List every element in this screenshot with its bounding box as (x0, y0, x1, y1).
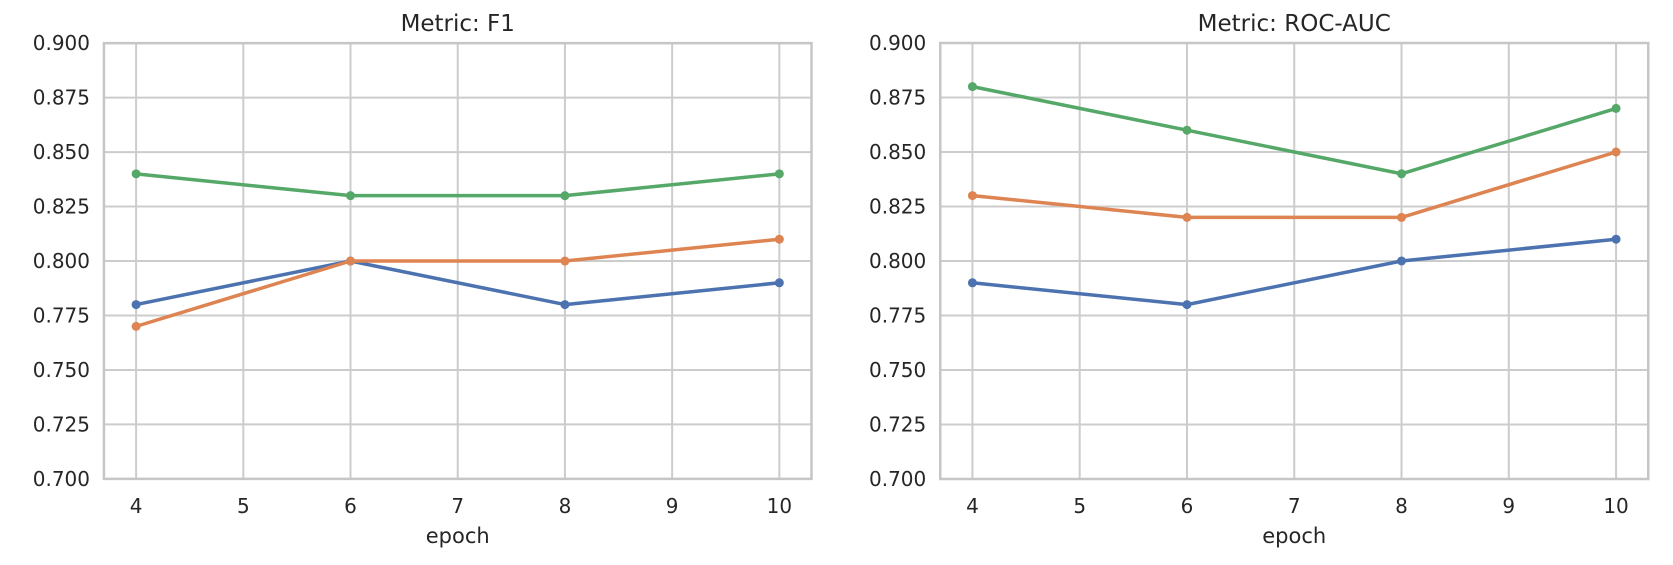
y-tick-label: 0.850 (33, 140, 90, 164)
data-point-marker-orange-line (1611, 147, 1621, 157)
chart-f1: 0.700 0.725 0.750 0.775 0.800 0.825 0.850 0.875… (33, 11, 813, 548)
y-tick-label: 0.825 (33, 195, 90, 219)
y-tick-label: 0.800 (33, 249, 90, 273)
data-point-marker-orange-line (967, 191, 977, 201)
y-tick-label: 0.700 (33, 467, 90, 491)
x-tick-label: 6 (1181, 494, 1194, 518)
y-tick-label: 0.850 (869, 140, 926, 164)
data-point-marker-green-line (346, 191, 356, 201)
y-tick-label: 0.725 (869, 413, 926, 437)
y-tick-label: 0.800 (869, 249, 926, 273)
y-tick-label: 0.775 (869, 304, 926, 328)
series-orange-line (134, 237, 782, 329)
subplot-roc-auc: 0.700 0.725 0.750 0.775 0.800 0.825 0.850 0.875… (836, 0, 1672, 565)
data-point-marker-green-line (1397, 169, 1407, 179)
data-point-marker-blue-line (774, 278, 784, 288)
y-tick-label: 0.725 (33, 412, 90, 436)
x-tick-label: 9 (666, 494, 679, 518)
y-tick-label: 0.875 (33, 86, 90, 110)
data-point-marker-orange-line (560, 256, 570, 266)
series-green-line (134, 172, 782, 198)
data-point-marker-blue-line (1182, 300, 1192, 310)
x-axis-label: epoch (1262, 524, 1326, 548)
data-point-marker-green-line (1182, 125, 1192, 135)
data-point-marker-green-line (560, 191, 570, 201)
x-tick-label: 10 (767, 494, 792, 518)
series-blue-line (970, 237, 1618, 307)
data-point-marker-green-line (967, 82, 977, 92)
y-tick-label: 0.750 (33, 358, 90, 382)
y-tick-label: 0.825 (869, 195, 926, 219)
x-axis-label: epoch (426, 524, 490, 548)
data-point-marker-orange-line (346, 256, 356, 266)
plot-title: Metric: F1 (401, 11, 515, 37)
y-tick-label: 0.900 (33, 31, 90, 55)
chart-roc-auc: 0.700 0.725 0.750 0.775 0.800 0.825 0.850 0.875… (869, 11, 1650, 548)
plot-border (939, 41, 1650, 481)
x-tick-label: 7 (1288, 494, 1301, 518)
series-blue-line (134, 259, 782, 307)
x-tick-label: 4 (966, 494, 979, 518)
data-point-marker-orange-line (1182, 212, 1192, 222)
x-tick-label: 8 (559, 494, 572, 518)
series-orange-line (970, 150, 1618, 220)
x-tick-label: 4 (130, 494, 143, 518)
x-tick-label: 6 (344, 494, 357, 518)
x-tick-label: 10 (1603, 494, 1628, 518)
data-point-marker-green-line (131, 169, 141, 179)
x-tick-label: 5 (1073, 494, 1086, 518)
x-tick-label: 5 (237, 494, 250, 518)
x-tick-label: 7 (451, 494, 464, 518)
y-tick-label: 0.900 (869, 31, 926, 55)
data-point-marker-blue-line (560, 300, 570, 310)
data-point-marker-orange-line (131, 321, 141, 331)
series-green-line (970, 84, 1618, 176)
x-tick-label: 8 (1395, 494, 1408, 518)
y-tick-label: 0.700 (869, 467, 926, 491)
x-tick-label: 9 (1502, 494, 1515, 518)
data-point-marker-blue-line (1611, 234, 1621, 244)
data-point-marker-blue-line (1397, 256, 1407, 266)
data-point-marker-green-line (1611, 103, 1621, 113)
y-tick-label: 0.875 (869, 86, 926, 110)
plot-border (102, 41, 813, 481)
data-point-marker-blue-line (131, 300, 141, 310)
plot-title: Metric: ROC-AUC (1198, 11, 1391, 37)
data-point-marker-orange-line (1397, 212, 1407, 222)
y-tick-label: 0.750 (869, 358, 926, 382)
subplot-f1: 0.700 0.725 0.750 0.775 0.800 0.825 0.850 0.875… (0, 0, 836, 565)
data-point-marker-blue-line (967, 278, 977, 288)
data-point-marker-orange-line (774, 234, 784, 244)
data-point-marker-green-line (774, 169, 784, 179)
y-tick-label: 0.775 (33, 303, 90, 327)
